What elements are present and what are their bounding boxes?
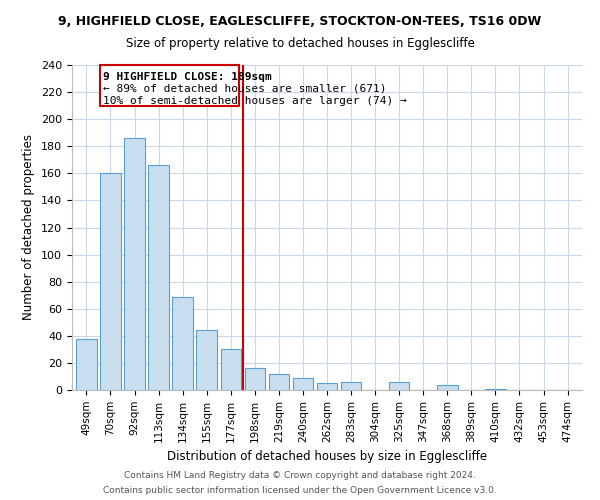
Bar <box>76 338 97 390</box>
Text: Contains HM Land Registry data © Crown copyright and database right 2024.: Contains HM Land Registry data © Crown c… <box>124 471 476 480</box>
Y-axis label: Number of detached properties: Number of detached properties <box>22 134 35 320</box>
Bar <box>485 388 506 390</box>
Text: 10% of semi-detached houses are larger (74) →: 10% of semi-detached houses are larger (… <box>103 96 407 106</box>
Bar <box>437 384 458 390</box>
FancyBboxPatch shape <box>100 65 239 106</box>
Bar <box>317 383 337 390</box>
Bar <box>293 378 313 390</box>
Bar <box>124 138 145 390</box>
Text: ← 89% of detached houses are smaller (671): ← 89% of detached houses are smaller (67… <box>103 84 387 94</box>
Bar <box>245 368 265 390</box>
Bar <box>148 165 169 390</box>
Bar <box>221 350 241 390</box>
Text: 9, HIGHFIELD CLOSE, EAGLESCLIFFE, STOCKTON-ON-TEES, TS16 0DW: 9, HIGHFIELD CLOSE, EAGLESCLIFFE, STOCKT… <box>58 15 542 28</box>
X-axis label: Distribution of detached houses by size in Egglescliffe: Distribution of detached houses by size … <box>167 450 487 463</box>
Bar <box>196 330 217 390</box>
Bar <box>172 296 193 390</box>
Bar <box>341 382 361 390</box>
Bar <box>100 174 121 390</box>
Text: Size of property relative to detached houses in Egglescliffe: Size of property relative to detached ho… <box>125 38 475 51</box>
Text: 9 HIGHFIELD CLOSE: 189sqm: 9 HIGHFIELD CLOSE: 189sqm <box>103 72 272 82</box>
Text: Contains public sector information licensed under the Open Government Licence v3: Contains public sector information licen… <box>103 486 497 495</box>
Bar <box>269 374 289 390</box>
Bar <box>389 382 409 390</box>
